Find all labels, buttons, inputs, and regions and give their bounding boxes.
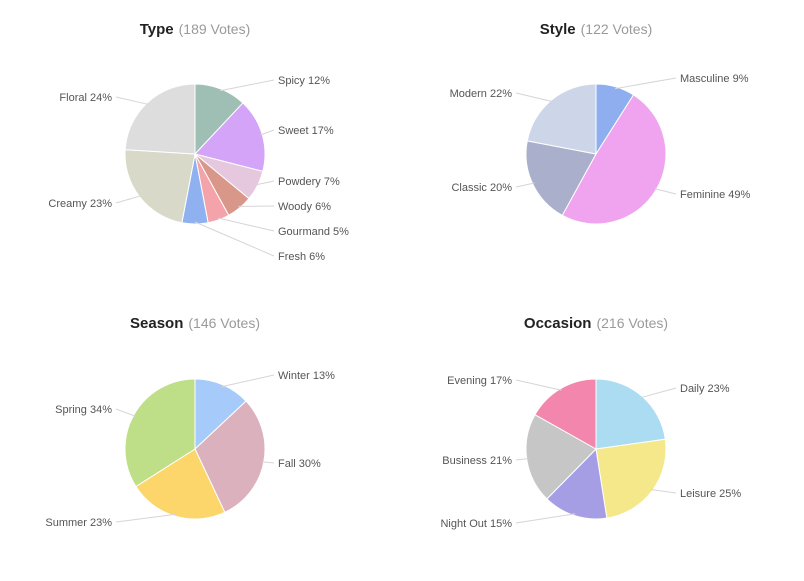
slice-label-business: Business 21% — [442, 455, 512, 467]
chart-title: Type (189 Votes) — [140, 21, 251, 38]
slice-label-powdery: Powdery 7% — [278, 176, 340, 188]
slice-label-daily: Daily 23% — [680, 383, 730, 395]
chart-title-name: Occasion — [524, 315, 592, 332]
pie-slice-daily[interactable] — [595, 378, 666, 450]
leader-line — [219, 79, 275, 92]
leader-line — [650, 488, 677, 494]
slice-label-modern: Modern 22% — [450, 88, 513, 100]
pie-slice-creamy[interactable] — [124, 149, 196, 224]
slice-label-fall: Fall 30% — [278, 458, 321, 470]
slice-label-gourmand: Gourmand 5% — [278, 226, 349, 238]
slice-label-night-out: Night Out 15% — [440, 518, 512, 530]
leader-line — [115, 195, 142, 204]
leader-line — [260, 129, 275, 136]
slice-label-creamy: Creamy 23% — [48, 198, 112, 210]
leader-line — [194, 221, 275, 257]
chart-vote-count: (216 Votes) — [596, 315, 668, 331]
chart-title-name: Type — [140, 21, 174, 38]
slice-label-winter: Winter 13% — [278, 370, 335, 382]
slice-label-evening: Evening 17% — [447, 375, 512, 387]
chart-title: Style (122 Votes) — [540, 21, 652, 38]
pie-slice-winter[interactable] — [194, 378, 247, 451]
slice-label-masculine: Masculine 9% — [680, 73, 749, 85]
slice-label-spicy: Spicy 12% — [278, 75, 330, 87]
leader-line — [515, 457, 529, 461]
chart-title-name: Season — [130, 315, 183, 332]
leader-line — [221, 374, 275, 388]
pie-slice-modern[interactable] — [526, 83, 597, 155]
leader-line — [515, 92, 553, 103]
pie-slice-night-out[interactable] — [546, 447, 608, 520]
slice-label-feminine: Feminine 49% — [680, 189, 751, 201]
leader-line — [255, 180, 275, 186]
chart-title: Season (146 Votes) — [130, 315, 260, 332]
leader-line — [640, 387, 677, 399]
leader-line — [515, 513, 576, 524]
slice-label-classic: Classic 20% — [451, 182, 512, 194]
leader-line — [614, 77, 677, 90]
slice-label-leisure: Leisure 25% — [680, 488, 741, 500]
leader-line — [115, 513, 177, 523]
leader-line — [515, 379, 562, 391]
leader-line — [217, 217, 275, 232]
slice-label-sweet: Sweet 17% — [278, 125, 334, 137]
leader-line — [115, 408, 136, 417]
pie-slice-summer[interactable] — [135, 448, 226, 520]
pie-slice-leisure[interactable] — [595, 438, 667, 519]
leader-line — [115, 96, 149, 105]
chart-title: Occasion (216 Votes) — [524, 315, 668, 332]
leader-line — [261, 461, 275, 464]
pie-slice-feminine[interactable] — [561, 94, 667, 225]
slice-label-fresh: Fresh 6% — [278, 251, 325, 263]
chart-title-name: Style — [540, 21, 576, 38]
slice-label-floral: Floral 24% — [59, 92, 112, 104]
slice-label-summer: Summer 23% — [45, 517, 112, 529]
chart-vote-count: (189 Votes) — [179, 21, 251, 37]
chart-vote-count: (122 Votes) — [581, 21, 653, 37]
leader-line — [654, 188, 677, 195]
slice-label-woody: Woody 6% — [278, 201, 331, 213]
slice-label-spring: Spring 34% — [55, 404, 112, 416]
chart-vote-count: (146 Votes) — [188, 315, 260, 331]
leader-line — [515, 182, 535, 188]
pie-slice-evening[interactable] — [534, 378, 597, 450]
pie-slice-floral[interactable] — [124, 83, 196, 155]
